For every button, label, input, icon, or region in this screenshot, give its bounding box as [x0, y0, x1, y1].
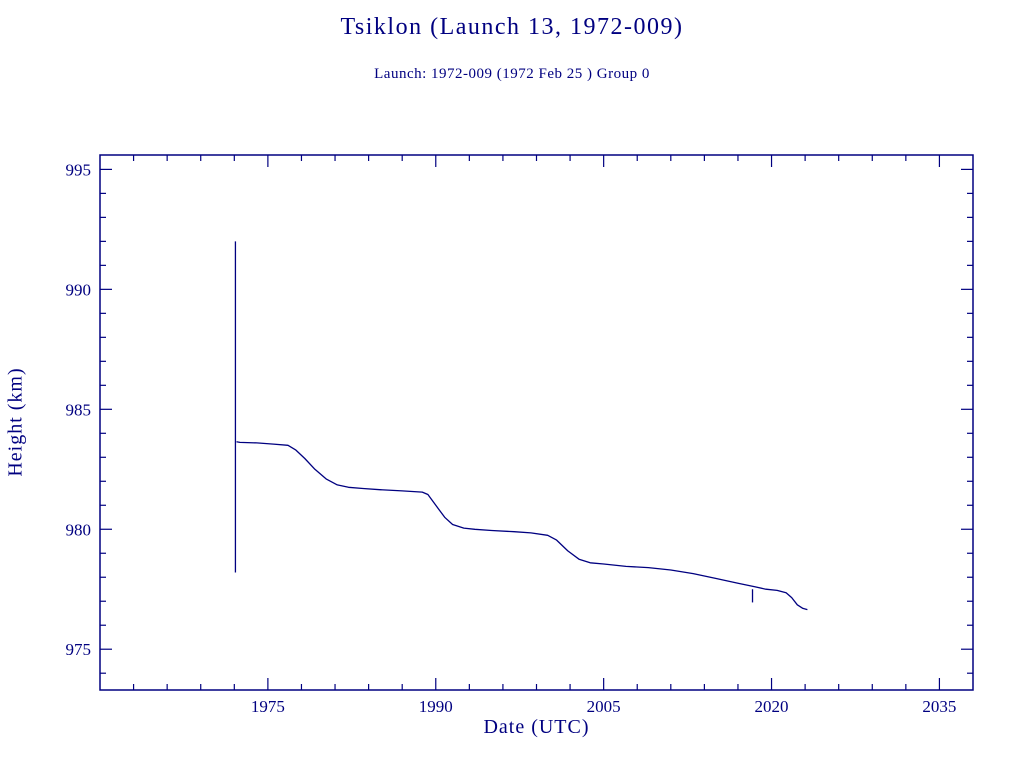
y-tick-label: 995	[66, 160, 92, 179]
y-tick-label: 975	[66, 640, 92, 659]
y-tick-label: 980	[66, 520, 92, 539]
x-tick-label: 1990	[419, 697, 453, 716]
chart-subtitle: Launch: 1972-009 (1972 Feb 25 ) Group 0	[374, 66, 650, 82]
x-tick-label: 2005	[587, 697, 621, 716]
y-tick-label: 985	[66, 400, 92, 419]
chart-title: Tsiklon (Launch 13, 1972-009)	[340, 14, 684, 40]
plot-frame	[99, 154, 974, 691]
data-line-height	[236, 441, 808, 611]
x-axis-label: Date (UTC)	[483, 716, 590, 738]
x-tick-label: 2035	[922, 697, 956, 716]
x-tick-label: 1975	[251, 697, 285, 716]
y-tick-label: 990	[66, 280, 92, 299]
x-tick-label: 2020	[755, 697, 789, 716]
